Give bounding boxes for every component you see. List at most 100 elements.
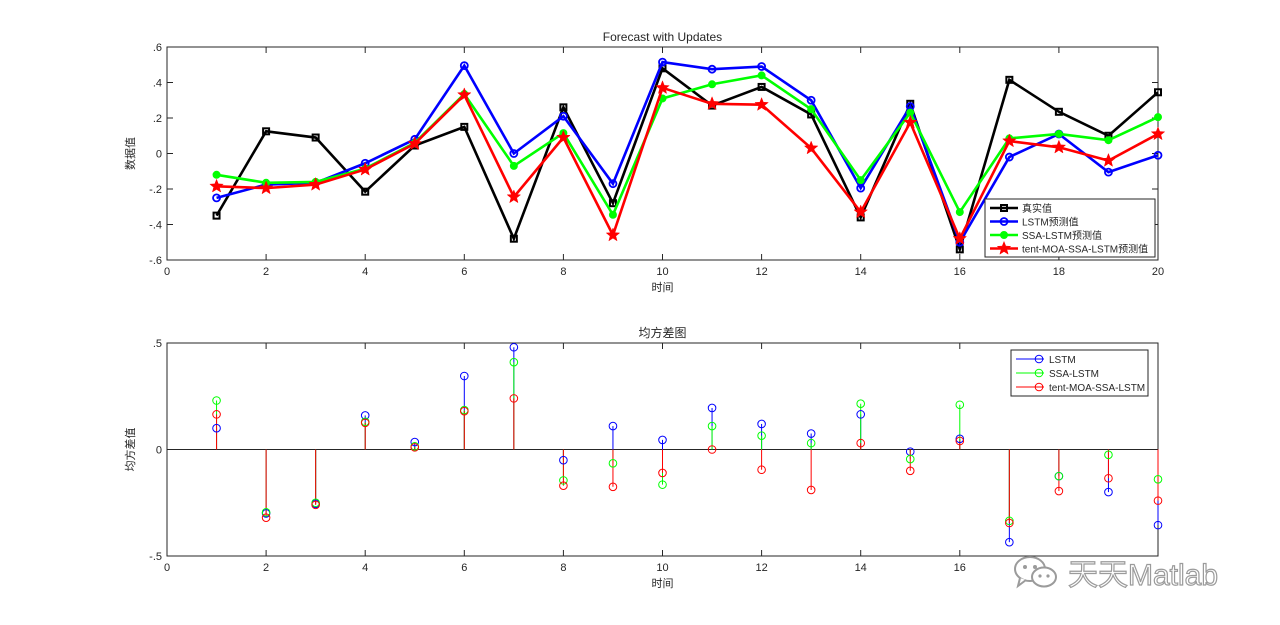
forecast-data-point xyxy=(1051,139,1067,154)
mse-stem-marker xyxy=(856,399,866,409)
forecast-legend-marker xyxy=(999,217,1009,226)
mse-y-tick-label: .5 xyxy=(153,338,162,350)
mse-legend-entry: LSTM xyxy=(1016,354,1076,366)
mse-stem-marker xyxy=(905,466,915,476)
forecast-data-point xyxy=(1005,75,1014,84)
forecast-x-tick-label: 0 xyxy=(164,266,170,278)
mse-stem-marker xyxy=(1104,487,1113,497)
mse-stem-marker xyxy=(955,400,965,410)
mse-x-tick-label: 8 xyxy=(560,562,566,574)
forecast-data-point xyxy=(212,170,221,179)
mse-legend-label: LSTM xyxy=(1049,355,1076,366)
forecast-data-point xyxy=(1154,113,1162,122)
mse-legend-marker xyxy=(1034,368,1044,378)
forecast-x-tick-label: 4 xyxy=(362,266,368,278)
forecast-chart: 0 2 4 6 8 10 12 14 16 18 20 -.6 -.4 -.2 0 .2 .4 .6 Foreca… xyxy=(123,30,1166,294)
forecast-data-point xyxy=(757,71,766,80)
forecast-data-point xyxy=(1002,133,1017,148)
mse-stem-marker xyxy=(856,438,866,448)
forecast-x-tick-label: 8 xyxy=(560,266,566,278)
mse-stem-marker xyxy=(509,357,519,367)
forecast-data-point xyxy=(608,199,617,208)
forecast-legend-entry: LSTM预测值 xyxy=(990,216,1079,229)
forecast-axes: 0 2 4 6 8 10 12 14 16 18 20 -.6 -.4 -.2 0 .2 .4 .6 xyxy=(149,42,1164,278)
wechat-icon xyxy=(1014,556,1057,589)
forecast-data-point xyxy=(556,129,571,144)
mse-stem-marker xyxy=(1054,471,1064,481)
forecast-data-point xyxy=(212,193,221,203)
mse-stem-marker xyxy=(707,403,717,413)
mse-stem-marker xyxy=(806,429,816,438)
forecast-data-point xyxy=(308,176,323,191)
mse-stem-marker xyxy=(212,396,221,405)
forecast-data-point xyxy=(704,96,720,111)
forecast-data-point xyxy=(212,211,221,220)
mse-stem-marker xyxy=(707,421,717,431)
mse-stem-marker xyxy=(1005,516,1014,526)
forecast-x-tick-label: 6 xyxy=(461,266,467,278)
forecast-x-tick-label: 20 xyxy=(1152,266,1164,278)
forecast-data-point xyxy=(559,103,568,112)
mse-stem-marker xyxy=(410,437,420,447)
mse-stem-marker xyxy=(410,443,420,452)
forecast-legend-entry: SSA-LSTM预测值 xyxy=(990,229,1102,242)
mse-stem-marker xyxy=(658,480,667,489)
mse-y-tick-label: -.5 xyxy=(149,551,162,563)
mse-stem-marker xyxy=(1153,496,1163,505)
forecast-y-tick-label: 0 xyxy=(156,149,162,161)
mse-stem-marker xyxy=(311,500,320,510)
forecast-x-tick-label: 10 xyxy=(656,266,668,278)
forecast-x-tick-label: 12 xyxy=(755,266,767,278)
mse-legend-label: tent-MOA-SSA-LSTM xyxy=(1049,383,1145,394)
mse-legend-marker xyxy=(1034,382,1044,392)
forecast-data-point xyxy=(605,227,621,242)
mse-stem-marker xyxy=(212,423,221,433)
mse-stem-marker xyxy=(1153,475,1163,484)
forecast-data-point xyxy=(952,231,968,245)
forecast-data-point xyxy=(655,80,670,95)
forecast-data-point xyxy=(807,105,816,114)
forecast-chart-title: Forecast with Updates xyxy=(603,30,722,44)
forecast-data-point xyxy=(757,82,766,91)
forecast-y-tick-label: -.4 xyxy=(149,220,162,232)
forecast-legend-label: tent-MOA-SSA-LSTM预测值 xyxy=(1022,243,1148,256)
forecast-data-point xyxy=(754,96,769,111)
mse-legend-marker xyxy=(1034,354,1044,364)
forecast-data-point xyxy=(559,111,568,121)
mse-stem-marker xyxy=(658,435,667,445)
mse-stem-marker xyxy=(460,371,469,381)
mse-x-axis-label: 时间 xyxy=(652,577,674,590)
mse-stem-marker xyxy=(658,468,667,478)
mse-stem-marker xyxy=(955,436,965,446)
forecast-series-3 xyxy=(209,80,1166,245)
forecast-data-point xyxy=(853,204,869,219)
forecast-data-point xyxy=(708,80,717,89)
forecast-data-point xyxy=(707,64,717,74)
forecast-legend: 真实值LSTM预测值SSA-LSTM预测值tent-MOA-SSA-LSTM预测… xyxy=(984,198,1156,258)
forecast-data-point xyxy=(1104,136,1113,145)
mse-stem-marker xyxy=(608,482,618,492)
forecast-legend-marker xyxy=(1000,204,1008,212)
forecast-data-point xyxy=(357,161,373,176)
mse-stem-marker xyxy=(559,476,568,485)
forecast-x-tick-label: 2 xyxy=(263,266,269,278)
forecast-data-point xyxy=(506,189,522,204)
forecast-data-point xyxy=(456,87,472,102)
mse-x-tick-label: 6 xyxy=(461,562,467,574)
mse-stem-marker xyxy=(460,406,469,416)
forecast-data-point xyxy=(460,122,469,131)
mse-stem-marker xyxy=(608,421,618,431)
forecast-data-point xyxy=(509,161,518,170)
forecast-data-point xyxy=(209,178,224,193)
forecast-data-point xyxy=(262,127,271,136)
forecast-data-point xyxy=(311,133,320,142)
mse-legend: LSTM SSA-LSTM tent-MOA-SSA-LSTM xyxy=(1010,349,1149,397)
forecast-data-point xyxy=(658,57,667,67)
mse-y-tick-label: 0 xyxy=(156,445,162,457)
forecast-legend-label: 真实值 xyxy=(1022,202,1052,215)
forecast-series-line xyxy=(215,66,1159,254)
mse-x-tick-label: 4 xyxy=(362,562,368,574)
forecast-legend-marker xyxy=(996,240,1012,255)
forecast-data-point xyxy=(509,149,519,158)
